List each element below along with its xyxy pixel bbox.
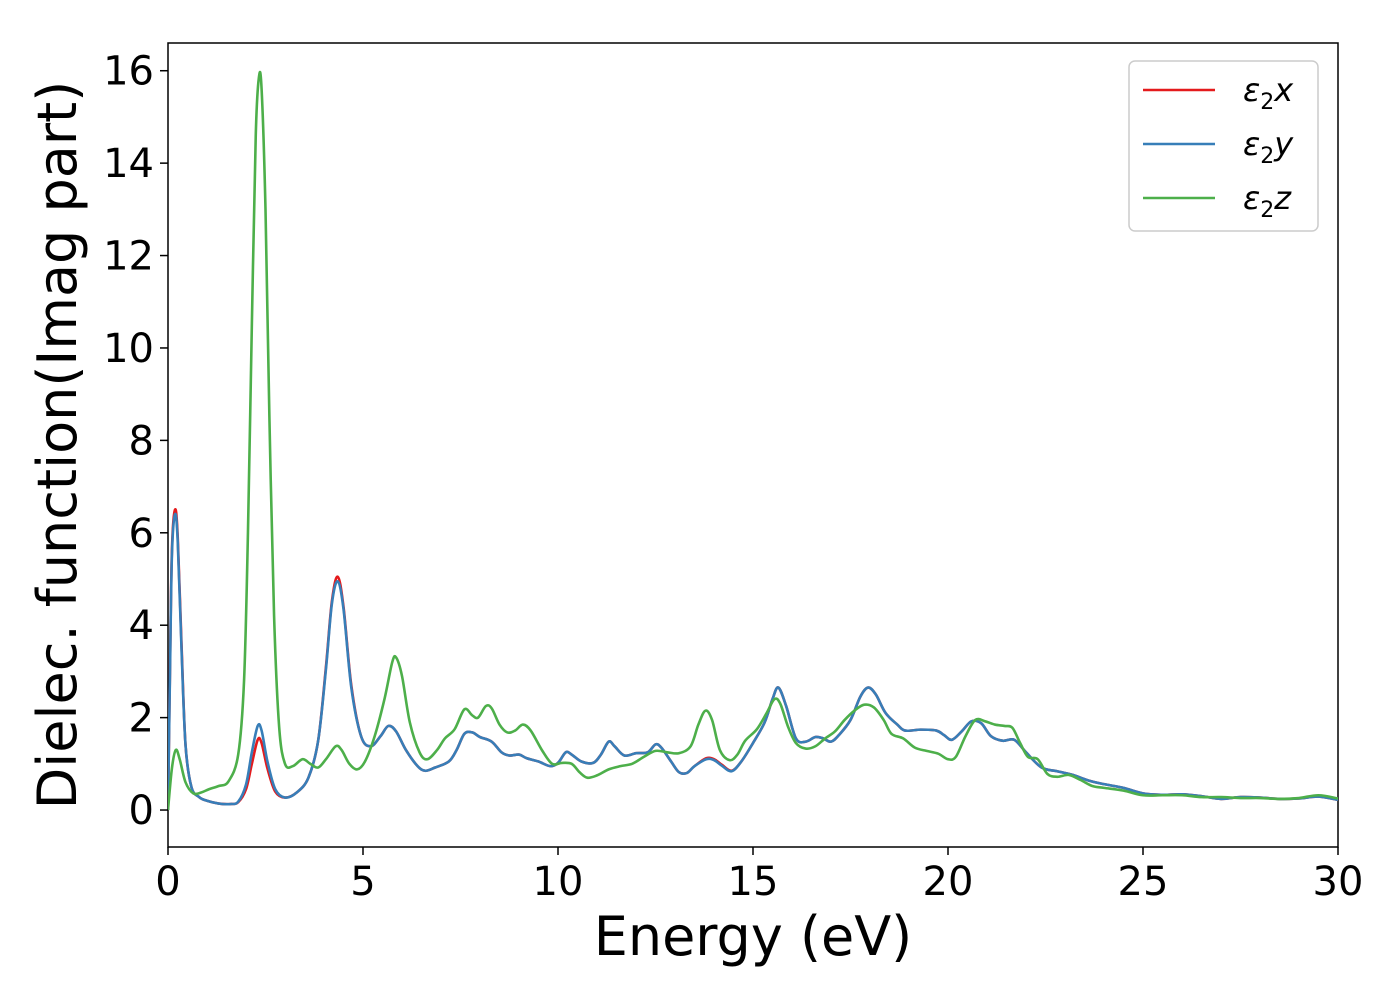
y-tick-label: 12 [103, 234, 154, 280]
y-tick-label: 16 [103, 49, 154, 95]
legend-label-x: ε2x [1243, 71, 1294, 115]
y-tick-label: 14 [103, 141, 154, 187]
legend: ε2x ε2y ε2z [1128, 60, 1319, 232]
y-tick-label: 2 [129, 696, 154, 742]
legend-box [1128, 60, 1319, 232]
x-tick-label: 20 [923, 859, 974, 905]
x-tick-label: 30 [1313, 859, 1364, 905]
x-tick-label: 15 [728, 859, 779, 905]
y-tick-label: 4 [129, 603, 154, 649]
x-tick-label: 0 [155, 859, 180, 905]
y-tick-label: 6 [129, 511, 154, 557]
y-tick-label: 0 [129, 788, 154, 834]
x-tick-label: 10 [533, 859, 584, 905]
x-tick-label: 5 [350, 859, 375, 905]
x-tick-label: 25 [1118, 859, 1169, 905]
y-tick-label: 8 [129, 418, 154, 464]
x-axis-title: Energy (eV) [594, 905, 913, 968]
y-axis-ticks: 0 2 4 6 8 10 12 14 16 [103, 49, 168, 834]
series-line-z [168, 70, 1338, 811]
series-line-y [168, 512, 1338, 811]
y-tick-label: 10 [103, 326, 154, 372]
series-layer [168, 70, 1338, 811]
y-axis-title: Dielec. function(Imag part) [26, 81, 89, 810]
legend-label-y: ε2y [1243, 125, 1294, 169]
x-axis-ticks: 0 5 10 15 20 25 30 [155, 847, 1363, 905]
legend-label-z: ε2z [1243, 179, 1292, 223]
